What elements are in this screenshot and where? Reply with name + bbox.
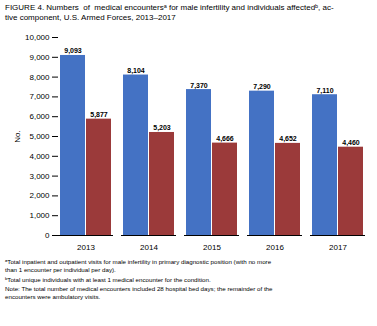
svg-text:No.: No.: [13, 130, 22, 142]
svg-text:2013: 2013: [77, 243, 95, 252]
svg-text:9,093: 9,093: [64, 47, 82, 55]
svg-text:8,104: 8,104: [127, 67, 145, 75]
html-text:FIGURE 4. Numbers of medical e: FIGURE 4. Numbers of medical encountersᵃ…: [5, 3, 334, 22]
svg-text:7,110: 7,110: [316, 87, 333, 95]
svg-text:2017: 2017: [329, 243, 347, 252]
html-text:ᵃTotal inpatient and outpatien: ᵃTotal inpatient and outpatient visits f…: [5, 258, 272, 273]
html-text:ᵇTotal unique individuals with: ᵇTotal unique individuals with at least …: [5, 275, 211, 283]
svg-text:8,000: 8,000: [29, 73, 50, 82]
svg-text:7,370: 7,370: [190, 82, 208, 90]
svg-text:7,290: 7,290: [253, 83, 271, 91]
svg-text:7,000: 7,000: [29, 92, 50, 101]
svg-text:4,666: 4,666: [216, 135, 234, 143]
svg-text:4,460: 4,460: [342, 139, 360, 147]
svg-text:1,000: 1,000: [29, 211, 50, 220]
svg-text:2015: 2015: [203, 243, 221, 252]
svg-text:2014: 2014: [140, 243, 158, 252]
svg-text:3,000: 3,000: [29, 172, 50, 181]
svg-text:9,000: 9,000: [29, 53, 50, 62]
svg-text:5,000: 5,000: [29, 132, 50, 141]
html-text:Note: The total number of medi: Note: The total number of medical encoun…: [5, 285, 273, 300]
svg-text:10,000: 10,000: [25, 33, 50, 42]
svg-text:2,000: 2,000: [29, 191, 50, 200]
svg-text:2016: 2016: [266, 243, 284, 252]
svg-text:5,203: 5,203: [153, 124, 171, 132]
svg-text:6,000: 6,000: [29, 112, 50, 121]
svg-text:4,652: 4,652: [279, 135, 297, 143]
svg-text:5,877: 5,877: [90, 111, 108, 119]
svg-text:4,000: 4,000: [29, 152, 50, 161]
svg-text:0: 0: [45, 231, 50, 240]
